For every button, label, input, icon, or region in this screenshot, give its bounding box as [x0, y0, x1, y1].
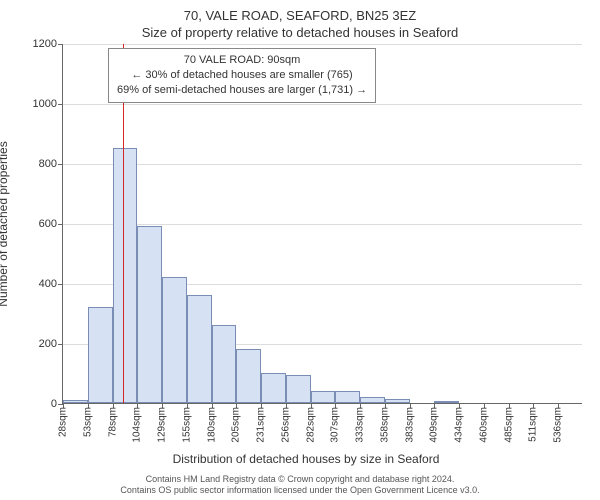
- chart-container: 70, VALE ROAD, SEAFORD, BN25 3EZ Size of…: [0, 0, 600, 500]
- footer-line-2: Contains OS public sector information li…: [0, 485, 600, 496]
- xtick-label: 333sqm: [355, 407, 366, 443]
- legend-box: 70 VALE ROAD: 90sqm ← 30% of detached ho…: [108, 48, 376, 103]
- histogram-bar: [63, 400, 88, 403]
- ytick-mark: [58, 104, 63, 105]
- ytick-mark: [58, 44, 63, 45]
- xtick-label: 129sqm: [157, 407, 168, 443]
- histogram-bar: [385, 399, 410, 404]
- legend-line-3: 69% of semi-detached houses are larger (…: [117, 83, 367, 98]
- ytick-label: 0: [51, 398, 57, 410]
- histogram-bar: [113, 148, 138, 403]
- histogram-bar: [261, 373, 286, 403]
- histogram-bar: [286, 375, 311, 404]
- ytick-mark: [58, 164, 63, 165]
- xtick-label: 409sqm: [429, 407, 440, 443]
- xtick-label: 205sqm: [231, 407, 242, 443]
- chart-title: 70, VALE ROAD, SEAFORD, BN25 3EZ: [6, 8, 594, 23]
- chart-subtitle: Size of property relative to detached ho…: [6, 25, 594, 40]
- histogram-bar: [311, 391, 336, 403]
- xtick-label: 536sqm: [553, 407, 564, 443]
- ytick-label: 1000: [33, 98, 57, 110]
- xtick-label: 358sqm: [379, 407, 390, 443]
- ytick-mark: [58, 344, 63, 345]
- xtick-label: 104sqm: [132, 407, 143, 443]
- ytick-label: 600: [39, 218, 57, 230]
- ytick-mark: [58, 224, 63, 225]
- xtick-label: 282sqm: [305, 407, 316, 443]
- histogram-bar: [335, 391, 360, 403]
- ytick-label: 400: [39, 278, 57, 290]
- xtick-label: 485sqm: [503, 407, 514, 443]
- xtick-label: 155sqm: [181, 407, 192, 443]
- gridline: [63, 164, 582, 165]
- histogram-bar: [187, 295, 212, 403]
- xtick-label: 460sqm: [478, 407, 489, 443]
- histogram-bar: [88, 307, 113, 403]
- xtick-label: 53sqm: [82, 407, 93, 437]
- gridline: [63, 44, 582, 45]
- xtick-label: 231sqm: [256, 407, 267, 443]
- xtick-label: 434sqm: [454, 407, 465, 443]
- histogram-bar: [137, 226, 162, 403]
- xtick-label: 511sqm: [528, 407, 539, 442]
- footer-line-1: Contains HM Land Registry data © Crown c…: [0, 474, 600, 485]
- histogram-bar: [360, 397, 385, 403]
- ytick-label: 1200: [33, 38, 57, 50]
- histogram-bar: [236, 349, 261, 403]
- xtick-label: 78sqm: [107, 407, 118, 437]
- x-axis-label: Distribution of detached houses by size …: [6, 452, 600, 466]
- xtick-label: 28sqm: [58, 407, 69, 437]
- gridline: [63, 224, 582, 225]
- legend-line-1: 70 VALE ROAD: 90sqm: [117, 53, 367, 68]
- footer-attribution: Contains HM Land Registry data © Crown c…: [0, 474, 600, 497]
- xtick-label: 180sqm: [206, 407, 217, 443]
- legend-line-2: ← 30% of detached houses are smaller (76…: [117, 68, 367, 83]
- histogram-bar: [434, 401, 459, 403]
- histogram-bar: [212, 325, 237, 403]
- histogram-bar: [162, 277, 187, 403]
- plot-area: 02004006008001000120028sqm53sqm78sqm104s…: [62, 44, 582, 404]
- ytick-label: 200: [39, 338, 57, 350]
- ytick-label: 800: [39, 158, 57, 170]
- xtick-label: 383sqm: [404, 407, 415, 443]
- xtick-label: 256sqm: [280, 407, 291, 443]
- ytick-mark: [58, 284, 63, 285]
- gridline: [63, 104, 582, 105]
- y-axis-label: Number of detached properties: [0, 141, 10, 306]
- xtick-label: 307sqm: [330, 407, 341, 443]
